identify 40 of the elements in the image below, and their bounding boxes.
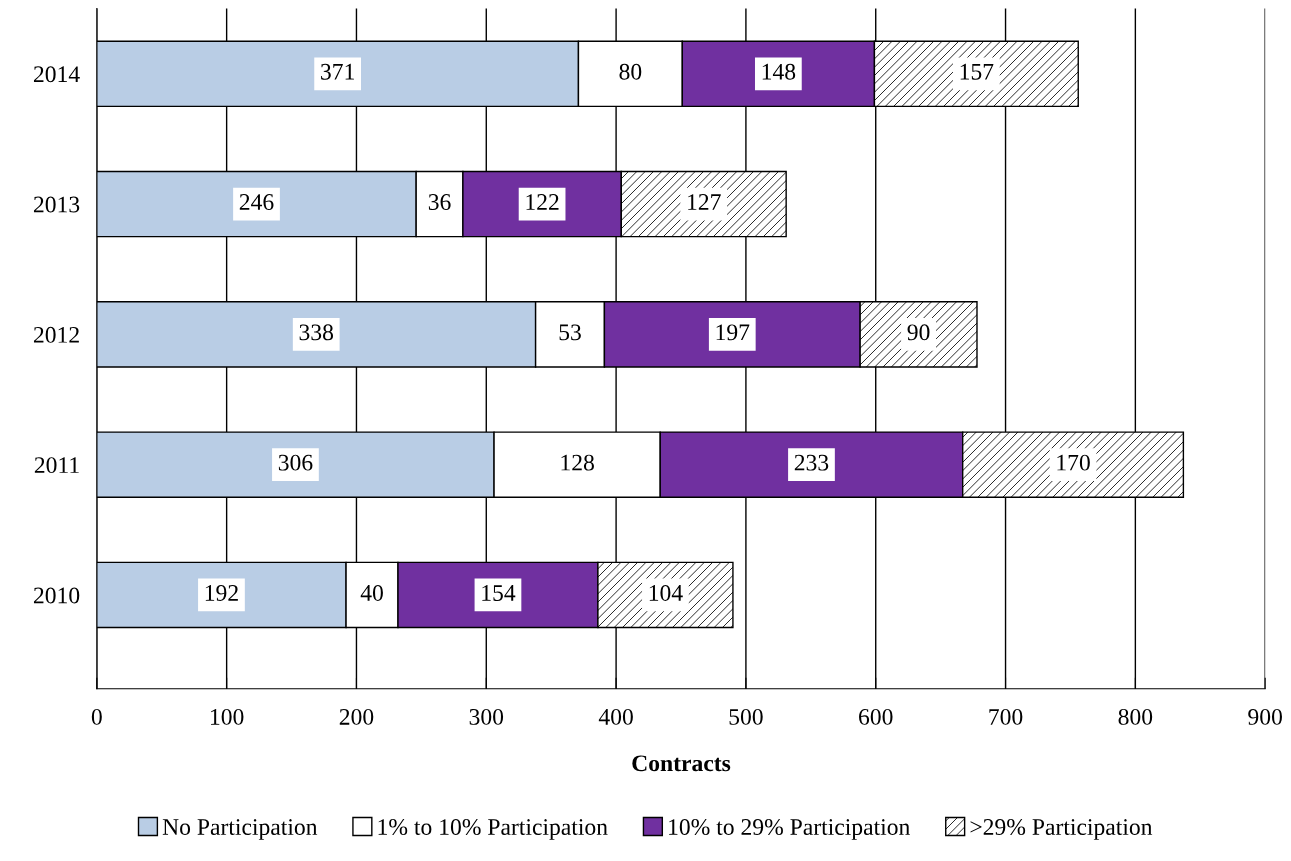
y-tick-label: 2013 [33,196,80,213]
x-tick-label: 0 [91,708,102,725]
data-label: 122 [526,194,559,210]
x-tick-label: 700 [989,708,1023,725]
data-label: 53 [559,324,581,341]
data-label: 80 [619,63,642,80]
data-label: 197 [716,324,750,341]
data-label: 157 [960,63,994,80]
data-label: 90 [907,324,930,341]
x-tick-label: 500 [729,708,763,725]
x-tick-label: 600 [859,708,893,725]
data-label: 40 [360,584,383,601]
data-label: 36 [428,194,451,210]
data-label: 154 [482,585,516,601]
data-label: 371 [321,63,354,80]
data-label: 233 [794,454,829,471]
x-tick-label: 200 [339,708,374,725]
x-tick-label: 100 [211,708,244,725]
x-tick-label: 400 [598,708,633,725]
y-tick-label: 2014 [33,66,80,83]
data-label: 128 [561,454,594,471]
legend-label: No Participation [162,819,318,840]
data-label: 306 [278,454,313,471]
legend-label: >29% Participation [970,819,1153,840]
x-tick-label: 800 [1118,708,1153,725]
y-tick-label: 2010 [33,587,80,604]
data-label: 338 [299,324,334,341]
y-tick-label: 2011 [34,457,79,474]
data-label: 127 [688,194,721,210]
data-label: 170 [1057,454,1090,471]
y-tick-label: 2012 [33,326,79,343]
data-label: 192 [205,585,238,601]
x-axis-title: Contracts [632,755,731,772]
legend-label: 10% to 29% Participation [669,819,910,840]
data-label: 104 [649,584,683,601]
x-tick-label: 300 [469,708,504,725]
data-label: 246 [239,194,274,210]
data-label: 148 [762,63,796,80]
x-tick-label: 900 [1248,708,1282,725]
legend-label: 1% to 10% Participation [378,819,608,840]
